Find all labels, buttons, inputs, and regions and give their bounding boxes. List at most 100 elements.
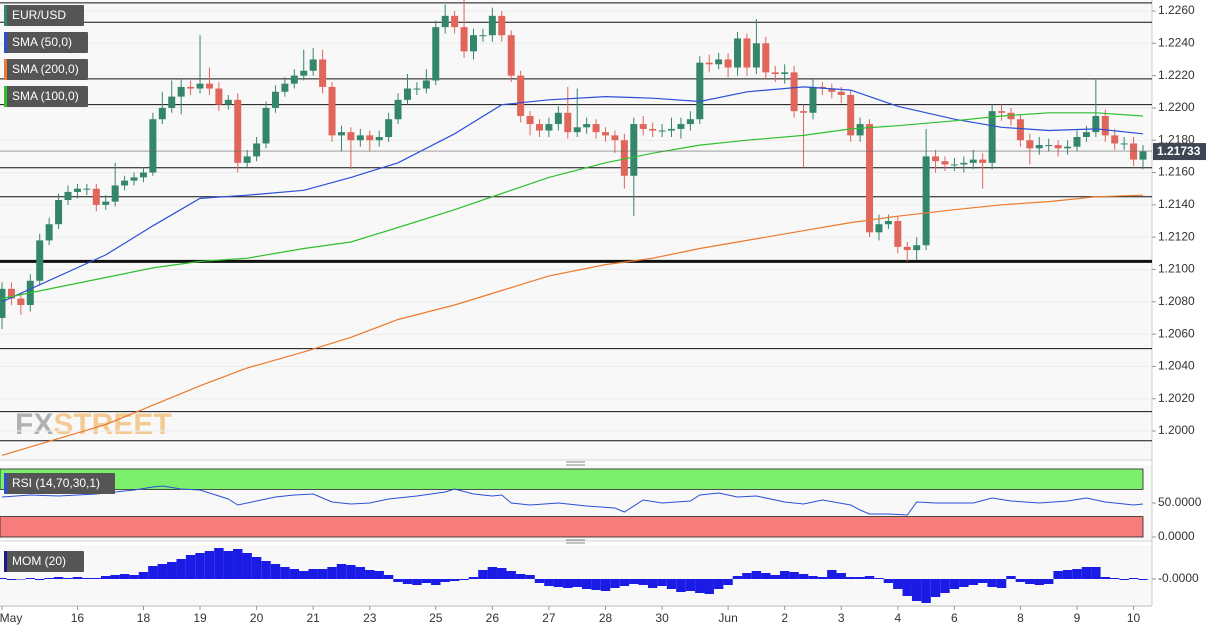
mom-bar [280, 567, 290, 579]
resize-handle[interactable] [566, 461, 585, 466]
candle-body [158, 107, 166, 120]
candle-body [866, 124, 874, 233]
oversold-band [0, 516, 1144, 538]
y-tick-label: 1.2040 [1158, 359, 1195, 373]
legend-label: SMA (100,0) [12, 89, 79, 103]
x-tick-label: 18 [137, 611, 151, 625]
candle-body [253, 143, 261, 157]
x-tick-label: 26 [486, 611, 500, 625]
legend-box [4, 551, 84, 572]
mom-bar [317, 569, 328, 579]
mom-bar [72, 577, 83, 579]
candle-body [1035, 145, 1043, 149]
candle-body [960, 162, 968, 165]
candle-body [988, 111, 996, 163]
mom-bar [581, 579, 592, 589]
candle-body [950, 164, 958, 166]
mom-bar [930, 579, 941, 597]
overbought-band [0, 468, 1144, 490]
mom-bar [167, 562, 177, 579]
candle-body [507, 35, 515, 76]
mom-bar [119, 574, 130, 579]
candle-body [413, 88, 421, 90]
candle-body [7, 288, 15, 299]
mom-bar [761, 573, 771, 579]
candle-body [451, 15, 459, 28]
mom-bar [487, 567, 498, 579]
mom-bar [101, 576, 111, 579]
x-tick-label: 9 [1074, 611, 1081, 625]
watermark-fx: FX [15, 408, 53, 441]
y-tick-label: 0.0000 [1158, 529, 1195, 543]
mom-bar [91, 578, 102, 579]
mom-bar [629, 579, 639, 584]
mom-bar [713, 579, 724, 589]
mom-bar [233, 549, 243, 579]
mom-bar [864, 576, 875, 579]
y-tick-label: 1.2000 [1158, 423, 1195, 437]
mom-bar [732, 576, 743, 579]
candle-body [224, 99, 232, 105]
mom-bar [157, 564, 168, 579]
mom-bar [478, 570, 488, 579]
candle-body [781, 72, 789, 74]
mom-bar [789, 572, 799, 579]
candle-body [460, 27, 468, 52]
candle-body [620, 140, 628, 176]
mom-bar [449, 579, 460, 581]
mom-bar [874, 578, 884, 579]
legend-box [4, 32, 88, 53]
mom-bar [308, 569, 318, 579]
y-tick-label: 1.2120 [1158, 229, 1195, 243]
mom-bar [695, 579, 705, 593]
mom-bar [921, 579, 931, 603]
candle-body [498, 15, 506, 36]
x-tick-label: 19 [193, 611, 207, 625]
mom-bar [129, 575, 139, 579]
y-tick-label: 1.2260 [1158, 3, 1195, 17]
watermark: FXSTREET [15, 408, 172, 441]
mom-bar [1006, 576, 1016, 579]
candle-body [526, 115, 534, 125]
mom-bar [1138, 579, 1148, 580]
sma-line [1, 86, 1144, 303]
legend-label: SMA (50,0) [12, 35, 72, 49]
mom-bar [204, 551, 215, 579]
x-tick-label: 10 [1127, 611, 1141, 625]
x-tick-label: May [0, 611, 22, 625]
y-tick-label: 1.2160 [1158, 165, 1195, 179]
legend-stripe [4, 86, 7, 107]
x-tick-label: 2 [781, 611, 788, 625]
candle-body [1101, 115, 1109, 136]
candle-body [677, 124, 685, 129]
candle-body [602, 132, 610, 136]
x-tick-label: 8 [1017, 611, 1024, 625]
candle-body [271, 91, 279, 108]
mom-bar [996, 579, 1007, 588]
y-tick-label: 1.2060 [1158, 326, 1195, 340]
resize-handle[interactable] [566, 539, 585, 544]
mom-bar [845, 577, 856, 579]
candle-body [696, 62, 704, 120]
mom-bar [35, 579, 45, 580]
mom-bar [148, 566, 158, 579]
candle-body [790, 72, 798, 112]
x-tick-label: 3 [838, 611, 845, 625]
mom-bar [779, 571, 790, 579]
mom-bar [525, 575, 535, 579]
candle-body [922, 156, 930, 246]
candle-body [441, 15, 449, 28]
candle-body [771, 72, 779, 74]
mom-bar [497, 568, 507, 579]
candle-body [734, 38, 742, 68]
candle-body [1026, 140, 1034, 149]
legend-box [4, 5, 84, 26]
mom-bar [374, 571, 384, 579]
mom-bar [572, 579, 582, 587]
mom-bar [676, 579, 686, 592]
candle-body [969, 159, 977, 163]
legend-label: MOM (20) [12, 554, 66, 568]
y-tick-label: 50.0000 [1158, 495, 1202, 509]
mom-bar [261, 561, 271, 579]
candle-body [36, 240, 44, 281]
